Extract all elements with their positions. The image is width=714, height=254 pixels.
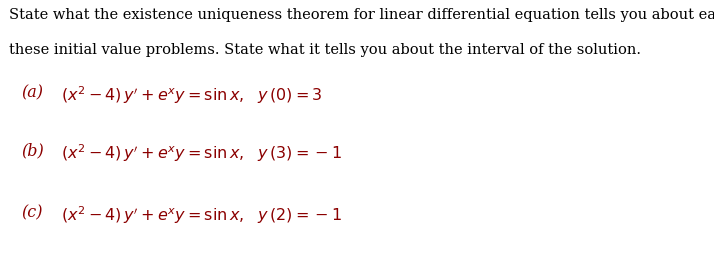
- Text: (b): (b): [21, 142, 44, 159]
- Text: $(x^2 - 4)\,y' + e^{x}y = \sin x,\ \ y\,(2) = -1$: $(x^2 - 4)\,y' + e^{x}y = \sin x,\ \ y\,…: [61, 203, 342, 225]
- Text: (c): (c): [21, 203, 43, 220]
- Text: State what the existence uniqueness theorem for linear differential equation tel: State what the existence uniqueness theo…: [9, 8, 714, 22]
- Text: these initial value problems. State what it tells you about the interval of the : these initial value problems. State what…: [9, 43, 640, 57]
- Text: (a): (a): [21, 84, 44, 101]
- Text: $(x^2 - 4)\,y' + e^{x}y = \sin x,\ \ y\,(0) = 3$: $(x^2 - 4)\,y' + e^{x}y = \sin x,\ \ y\,…: [61, 84, 322, 105]
- Text: $(x^2 - 4)\,y' + e^{x}y = \sin x,\ \ y\,(3) = -1$: $(x^2 - 4)\,y' + e^{x}y = \sin x,\ \ y\,…: [61, 142, 342, 164]
